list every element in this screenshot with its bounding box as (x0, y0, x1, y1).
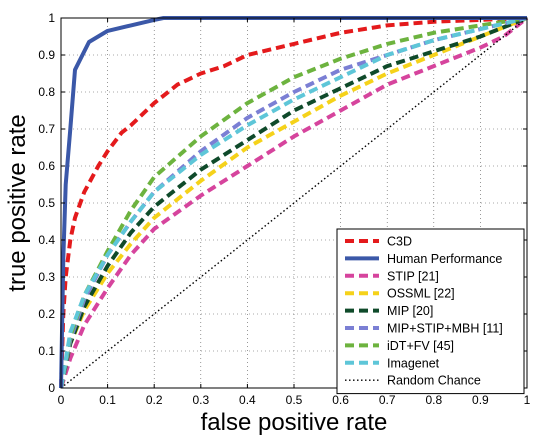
y-tick-label: 0.8 (38, 85, 55, 99)
y-tick-label: 0.7 (38, 122, 55, 136)
y-tick-label: 0.3 (38, 270, 55, 284)
series-line-stip-21 (59, 16, 529, 389)
y-tick-label: 0.1 (38, 344, 55, 358)
y-tick-label: 0.2 (38, 307, 55, 321)
x-tick-label: 0.8 (425, 393, 442, 407)
x-tick-label: 0.4 (239, 393, 256, 407)
series-line-imagenet (59, 16, 528, 389)
y-axis-ticks: 0 0.1 0.2 0.3 0.4 0.5 0.6 0.7 0.8 0.9 1 (38, 11, 527, 395)
y-tick-label: 0 (48, 381, 55, 395)
x-tick-label: 1 (524, 393, 531, 407)
y-tick-label: 0.5 (38, 196, 55, 210)
legend-entry-label: Imagenet (387, 356, 440, 370)
x-tick-label: 0.5 (286, 393, 303, 407)
y-tick-label: 0.9 (38, 48, 55, 62)
legend-entry-label: OSSML [22] (387, 287, 455, 301)
x-tick-label: 0.2 (146, 393, 163, 407)
legend-entry-label: iDT+FV [45] (387, 339, 454, 353)
x-tick-label: 0.1 (99, 393, 116, 407)
legend-entry-label: C3D (387, 235, 412, 249)
x-tick-label: 0.3 (192, 393, 209, 407)
y-tick-label: 0.6 (38, 159, 55, 173)
legend-entry-label: STIP [21] (387, 269, 439, 283)
legend-entry-label: Random Chance (387, 374, 481, 388)
y-axis-label: true positive rate (4, 114, 31, 291)
y-tick-label: 0.4 (38, 233, 55, 247)
legend-entry-label: MIP+STIP+MBH [11] (387, 322, 503, 336)
x-tick-label: 0 (58, 393, 65, 407)
legend-entry-label: MIP [20] (387, 304, 433, 318)
x-tick-label: 0.9 (472, 393, 489, 407)
y-tick-label: 1 (48, 11, 55, 25)
x-axis-ticks: 0 0.1 0.2 0.3 0.4 0.5 0.6 0.7 0.8 0.9 1 (58, 18, 531, 407)
series-line-ossml-22 (59, 16, 528, 389)
legend-entry-label: Human Performance (387, 252, 502, 266)
series-line-mip-20 (59, 16, 528, 389)
legend: C3D Human Performance STIP [21] OSSML [22] M… (336, 228, 525, 395)
x-tick-label: 0.7 (379, 393, 396, 407)
x-axis-label: false positive rate (201, 409, 388, 436)
x-tick-label: 0.6 (332, 393, 349, 407)
series-line-c3d (59, 16, 528, 389)
